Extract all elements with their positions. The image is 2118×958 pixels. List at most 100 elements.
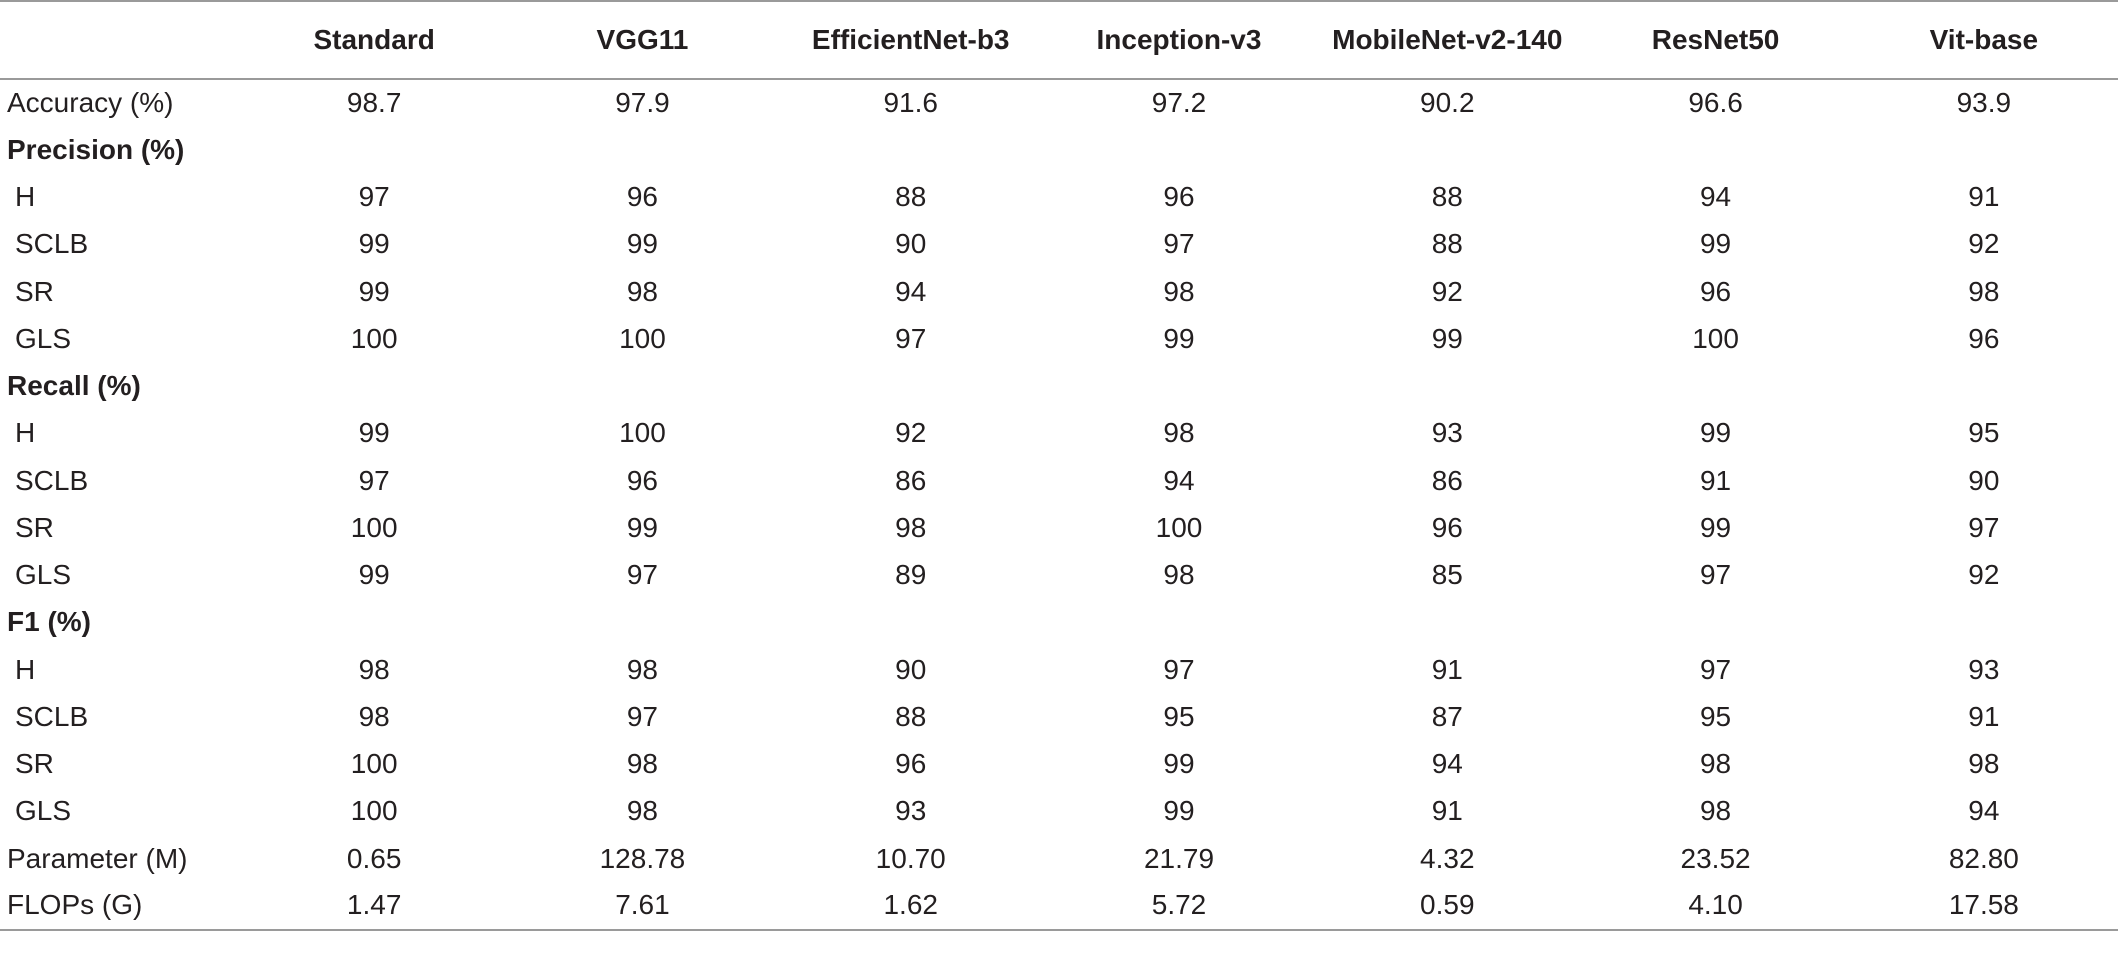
table-cell xyxy=(240,599,508,646)
table-cell: 96 xyxy=(1431,511,1463,543)
table-cell xyxy=(1313,363,1581,410)
table-cell: 98 xyxy=(626,795,659,827)
table-row: H 98 98 90 97 91 97 93 xyxy=(0,646,2118,693)
table-row: H 97 96 88 96 88 94 91 xyxy=(0,174,2118,221)
table-cell: 88 xyxy=(895,700,927,732)
table-row: GLS 99 97 89 98 85 97 92 xyxy=(0,552,2118,599)
table-row: GLS 100 100 97 99 99 100 96 xyxy=(0,315,2118,362)
row-label: H xyxy=(15,181,36,213)
table-cell: 100 xyxy=(1155,511,1203,543)
table-cell xyxy=(1581,126,1849,173)
table-body: Accuracy (%) 98.7 97.9 91.6 97.2 90.2 96.6 93.9… xyxy=(0,79,2118,931)
table-cell: 99 xyxy=(626,228,659,260)
table-cell: 87 xyxy=(1431,700,1463,732)
table-row: SCLB 98 97 88 95 87 95 91 xyxy=(0,693,2118,740)
table-cell: 98 xyxy=(626,748,659,780)
table-cell: 10.70 xyxy=(875,842,946,874)
table-cell: 93 xyxy=(895,795,927,827)
row-label: GLS xyxy=(15,795,72,827)
table-cell xyxy=(777,126,1045,173)
row-label: SR xyxy=(15,275,54,307)
header-cell-inception-v3: Inception-v3 xyxy=(1044,0,1314,80)
table-header: Standard VGG11 EfficientNet-b3 Inception… xyxy=(0,0,2118,80)
table-cell: 96 xyxy=(1699,275,1732,307)
table-cell: 97.9 xyxy=(615,87,670,119)
table-cell: 97 xyxy=(626,700,659,732)
section-label: F1 (%) xyxy=(7,606,91,638)
table-cell: 91 xyxy=(1431,653,1463,685)
table-cell: 1.62 xyxy=(776,882,1045,931)
table-cell xyxy=(1850,363,2118,410)
table-cell: 96 xyxy=(626,181,659,213)
row-label: SCLB xyxy=(15,228,89,260)
table-cell: 95 xyxy=(1699,700,1732,732)
header-cell-mobilenet-v2-140: MobileNet-v2-140 xyxy=(1313,0,1582,80)
table-cell: 95 xyxy=(1163,700,1195,732)
table-cell: 96.6 xyxy=(1688,87,1743,119)
table-row: Parameter (M) 0.65 128.78 10.70 21.79 4.32 23.… xyxy=(0,835,2118,882)
table-cell xyxy=(1850,126,2118,173)
table-cell: 98 xyxy=(1699,748,1732,780)
table-cell: 17.58 xyxy=(1849,882,2118,931)
table-cell: 94 xyxy=(1163,464,1195,496)
table-cell: 99 xyxy=(1699,228,1732,260)
table-cell: 97 xyxy=(1968,511,2000,543)
row-label: SR xyxy=(15,748,54,780)
table-cell: 97 xyxy=(1699,559,1732,591)
table-cell: 96 xyxy=(626,464,659,496)
table-cell: 99 xyxy=(626,511,659,543)
section-header-row: F1 (%) xyxy=(0,599,2118,646)
table-cell: 4.32 xyxy=(1420,842,1475,874)
table-cell: 98 xyxy=(1163,559,1195,591)
row-label: H xyxy=(15,417,36,449)
table-cell: 5.72 xyxy=(1044,882,1314,931)
table-cell: 0.59 xyxy=(1313,882,1582,931)
table-cell: 7.61 xyxy=(508,882,777,931)
table-cell: 98 xyxy=(1163,417,1195,449)
header-cell-label xyxy=(0,0,241,80)
table-row: SR 99 98 94 98 92 96 98 xyxy=(0,268,2118,315)
row-label: SR xyxy=(15,511,54,543)
table-cell: 4.10 xyxy=(1581,882,1850,931)
table-cell xyxy=(240,126,508,173)
table-cell: 99 xyxy=(1163,748,1195,780)
table-cell: 85 xyxy=(1431,559,1463,591)
section-label: Precision (%) xyxy=(7,133,185,165)
table-cell: 91 xyxy=(1968,181,2000,213)
header-cell-vit-base: Vit-base xyxy=(1849,0,2118,80)
table-cell: 86 xyxy=(1431,464,1463,496)
table-cell: 98 xyxy=(1968,275,2000,307)
row-label: SCLB xyxy=(15,700,89,732)
header-cell-standard: Standard xyxy=(240,0,509,80)
table-cell xyxy=(777,599,1045,646)
table-cell: 99 xyxy=(1163,795,1195,827)
table-cell: 98 xyxy=(358,653,390,685)
table-cell: 100 xyxy=(619,322,666,354)
table-cell: 93 xyxy=(1431,417,1463,449)
section-label: Recall (%) xyxy=(7,370,141,402)
table-cell: 21.79 xyxy=(1143,842,1215,874)
row-label: Accuracy (%) xyxy=(7,87,174,119)
table-cell: 89 xyxy=(895,559,927,591)
table-cell: 90 xyxy=(1968,464,2000,496)
table-cell: 90 xyxy=(895,653,927,685)
table-row: SCLB 99 99 90 97 88 99 92 xyxy=(0,221,2118,268)
table-row: Accuracy (%) 98.7 97.9 91.6 97.2 90.2 96.6 93.9 xyxy=(0,79,2118,126)
table-cell: 99 xyxy=(1699,511,1732,543)
table-cell: 99 xyxy=(1699,417,1732,449)
table-cell: 97.2 xyxy=(1151,87,1207,119)
table-cell: 96 xyxy=(895,748,927,780)
table-cell: 94 xyxy=(1699,181,1732,213)
table-cell: 1.47 xyxy=(240,882,509,931)
header-cell-efficientnet-b3: EfficientNet-b3 xyxy=(776,0,1045,80)
table-cell: 91 xyxy=(1699,464,1732,496)
table-cell: 97 xyxy=(895,322,927,354)
table-cell: 95 xyxy=(1968,417,2000,449)
table-cell: 91.6 xyxy=(883,87,938,119)
table-cell: 92 xyxy=(1968,228,2000,260)
table-cell: 99 xyxy=(1163,322,1195,354)
table-cell: 97 xyxy=(1163,228,1195,260)
table-cell: 99 xyxy=(358,559,390,591)
table-cell: 98 xyxy=(358,700,390,732)
table-cell: 88 xyxy=(1431,181,1463,213)
